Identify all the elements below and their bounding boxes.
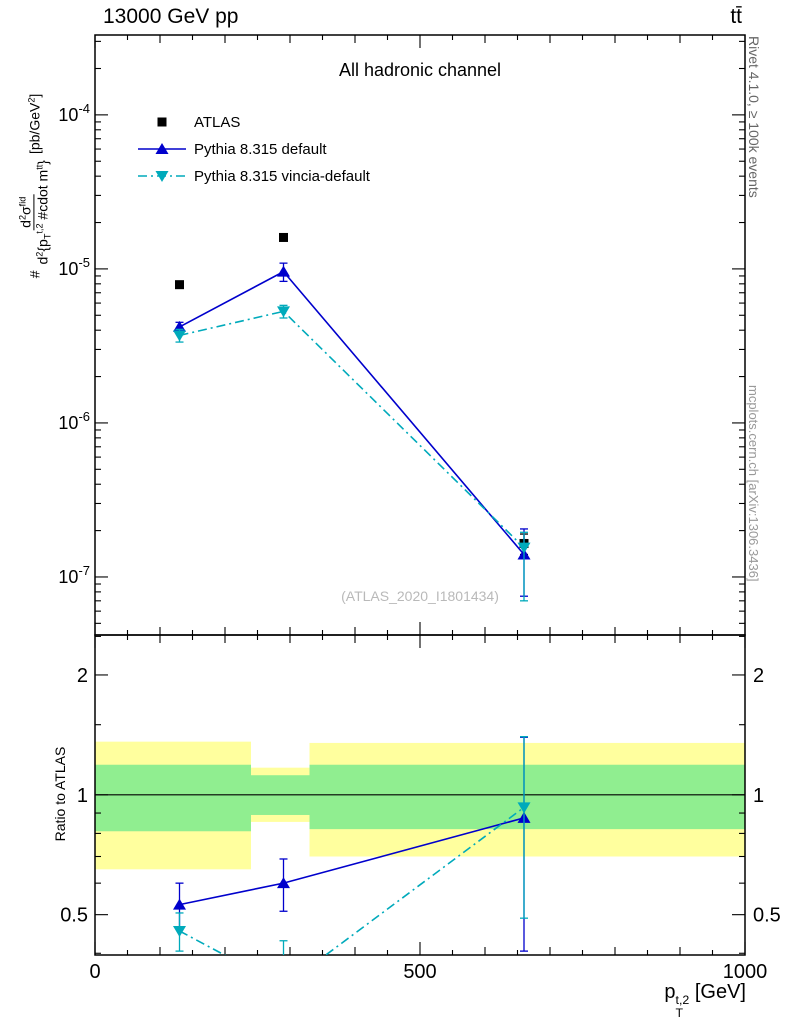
ylabel-numerator: d2σfid bbox=[17, 194, 35, 230]
marker-triangle-down bbox=[155, 171, 169, 182]
plot-title: All hadronic channel bbox=[338, 60, 502, 80]
marker-triangle-down bbox=[517, 802, 531, 814]
ylabel-units: [pb/GeV2] bbox=[26, 93, 42, 155]
main-series bbox=[173, 232, 531, 602]
main-ytick-label: 10-5 bbox=[58, 255, 90, 279]
marker-triangle-up bbox=[173, 898, 186, 910]
ratio-ytick-label: 0.5 bbox=[60, 905, 88, 927]
ratio-series bbox=[173, 735, 531, 993]
ratio-ytick-label-right: 0.5 bbox=[753, 905, 781, 927]
xlabel-base: p bbox=[664, 981, 676, 1003]
xlabel-sub: T bbox=[675, 1005, 684, 1020]
ylabel-denominator: d2{pTt,2 #cdot mtt} bbox=[34, 160, 53, 265]
axis-ticks bbox=[94, 35, 746, 955]
legend-label: Pythia 8.315 vincia-default bbox=[194, 168, 371, 185]
marker-triangle-down bbox=[173, 330, 186, 342]
main-panel-frame bbox=[94, 34, 746, 636]
marker-triangle-up bbox=[277, 877, 290, 889]
ylabel-prefix: # bbox=[26, 270, 42, 279]
legend-label: Pythia 8.315 default bbox=[194, 141, 327, 158]
xtick-label: 500 bbox=[403, 961, 436, 983]
x-axis-label: p t,2 T [GeV] bbox=[664, 981, 746, 1020]
ratio-ytick-label-right: 1 bbox=[753, 785, 764, 807]
marker-triangle-up bbox=[277, 265, 290, 277]
marker-triangle-down bbox=[277, 982, 290, 993]
marker-square bbox=[175, 280, 184, 290]
ratio-ytick-label: 2 bbox=[77, 665, 88, 687]
xlabel-sup: t,2 bbox=[675, 992, 690, 1007]
ratio-y-axis-label: Ratio to ATLAS bbox=[52, 746, 68, 842]
ylabel-fraction: d2σfid d2{pTt,2 #cdot mtt} bbox=[17, 158, 53, 266]
xlabel-unit: [GeV] bbox=[689, 981, 746, 1003]
main-ytick-label: 10-6 bbox=[58, 409, 90, 433]
inner-uncertainty-band bbox=[95, 764, 251, 832]
legend: ATLAS Pythia 8.315 default Pythia 8.315 vi… bbox=[138, 114, 371, 185]
xtick-label: 0 bbox=[89, 961, 100, 983]
ratio-ytick-label: 1 bbox=[77, 785, 88, 807]
analysis-watermark: (ATLAS_2020_I1801434) bbox=[341, 588, 499, 604]
legend-label: ATLAS bbox=[194, 114, 240, 131]
rivet-version-caption: Rivet 4.1.0, ≥ 100k events bbox=[746, 36, 762, 198]
series-line bbox=[179, 310, 525, 549]
marker-triangle-down bbox=[517, 542, 531, 554]
ratio-ytick-label-right: 2 bbox=[753, 665, 764, 687]
process-title: tt̄ bbox=[730, 5, 742, 28]
marker-square bbox=[279, 232, 288, 242]
xtick-label: 1000 bbox=[723, 961, 768, 983]
main-ytick-label: 10-7 bbox=[58, 563, 90, 587]
marker-square bbox=[157, 117, 167, 127]
mcplots-caption: mcplots.cern.ch [arXiv:1306.3436] bbox=[746, 385, 761, 582]
xlabel-supsub: t,2 T bbox=[675, 992, 690, 1020]
main-ytick-label: 10-4 bbox=[58, 101, 90, 125]
marker-triangle-up bbox=[155, 143, 169, 154]
y-axis-label: # d2σfid d2{pTt,2 #cdot mtt} [pb/GeV2] bbox=[17, 93, 53, 279]
marker-triangle-down bbox=[173, 925, 186, 937]
beam-energy-title: 13000 GeV pp bbox=[103, 5, 239, 28]
marker-triangle-down bbox=[277, 306, 290, 318]
ratio-uncertainty-bands bbox=[95, 741, 745, 870]
series-line bbox=[179, 270, 525, 555]
series-line bbox=[179, 806, 525, 955]
